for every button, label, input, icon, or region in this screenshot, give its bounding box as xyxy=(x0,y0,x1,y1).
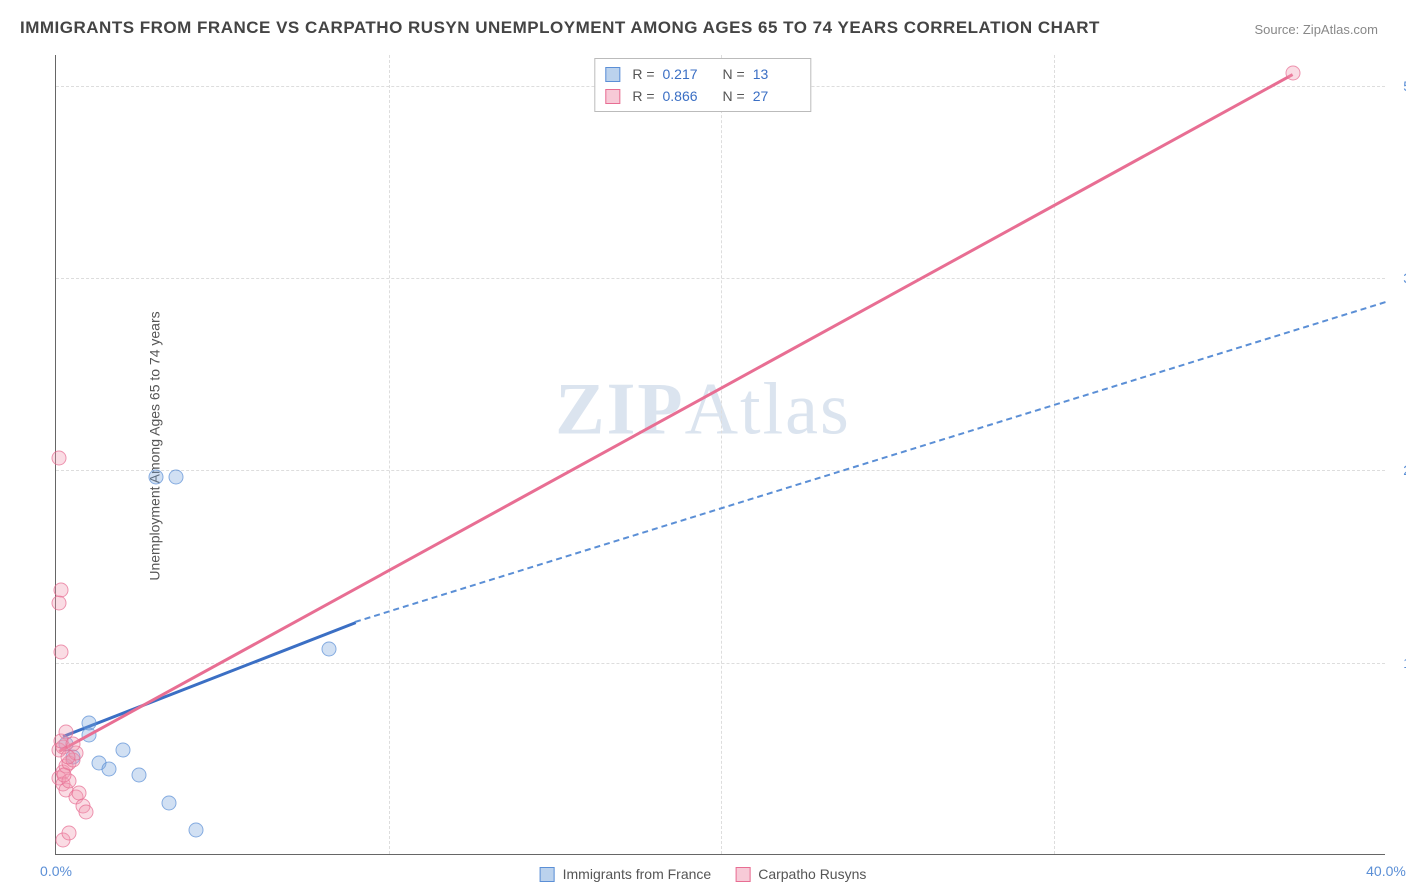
data-point-france xyxy=(188,823,203,838)
legend-r-label: R = xyxy=(632,63,654,85)
source-attribution: Source: ZipAtlas.com xyxy=(1254,22,1378,37)
data-point-france xyxy=(168,469,183,484)
source-prefix: Source: xyxy=(1254,22,1302,37)
legend-label: Carpatho Rusyns xyxy=(758,866,866,882)
data-point-carpatho xyxy=(1285,66,1300,81)
trend-line-france-dashed xyxy=(355,301,1386,623)
data-point-carpatho xyxy=(60,749,75,764)
legend-swatch xyxy=(605,67,620,82)
data-point-france xyxy=(132,768,147,783)
legend-row: R = 0.866 N = 27 xyxy=(605,85,800,107)
legend-swatch xyxy=(735,867,750,882)
legend-r-label: R = xyxy=(632,85,654,107)
gridline-vertical xyxy=(389,55,390,854)
data-point-carpatho xyxy=(62,826,77,841)
legend-item: Carpatho Rusyns xyxy=(735,866,866,882)
correlation-legend: R = 0.217 N = 13 R = 0.866 N = 27 xyxy=(594,58,811,112)
y-tick-label: 50.0% xyxy=(1393,78,1406,94)
data-point-carpatho xyxy=(57,768,72,783)
data-point-carpatho xyxy=(52,451,67,466)
data-point-france xyxy=(115,743,130,758)
data-point-france xyxy=(102,761,117,776)
data-point-carpatho xyxy=(53,644,68,659)
x-tick-label: 0.0% xyxy=(40,863,72,879)
legend-r-value: 0.217 xyxy=(663,63,711,85)
plot-area: 12.5%25.0%37.5%50.0%0.0%40.0% xyxy=(55,55,1385,855)
data-point-france xyxy=(82,715,97,730)
gridline-vertical xyxy=(1054,55,1055,854)
data-point-carpatho xyxy=(53,583,68,598)
y-tick-label: 37.5% xyxy=(1393,270,1406,286)
data-point-france xyxy=(162,795,177,810)
data-point-carpatho xyxy=(58,724,73,739)
data-point-france xyxy=(321,641,336,656)
legend-row: R = 0.217 N = 13 xyxy=(605,63,800,85)
legend-item: Immigrants from France xyxy=(540,866,712,882)
legend-n-label: N = xyxy=(723,63,745,85)
legend-label: Immigrants from France xyxy=(563,866,712,882)
data-point-france xyxy=(148,469,163,484)
y-tick-label: 12.5% xyxy=(1393,655,1406,671)
series-legend: Immigrants from France Carpatho Rusyns xyxy=(540,866,867,882)
legend-swatch xyxy=(540,867,555,882)
trend-line-carpatho xyxy=(59,74,1294,753)
legend-swatch xyxy=(605,89,620,104)
y-tick-label: 25.0% xyxy=(1393,462,1406,478)
legend-n-label: N = xyxy=(723,85,745,107)
gridline-vertical xyxy=(721,55,722,854)
source-link[interactable]: ZipAtlas.com xyxy=(1303,22,1378,37)
chart-title: IMMIGRANTS FROM FRANCE VS CARPATHO RUSYN… xyxy=(20,18,1100,38)
data-point-carpatho xyxy=(78,804,93,819)
legend-n-value: 27 xyxy=(753,85,801,107)
trend-line-france xyxy=(62,621,355,737)
legend-n-value: 13 xyxy=(753,63,801,85)
x-tick-label: 40.0% xyxy=(1366,863,1406,879)
legend-r-value: 0.866 xyxy=(663,85,711,107)
